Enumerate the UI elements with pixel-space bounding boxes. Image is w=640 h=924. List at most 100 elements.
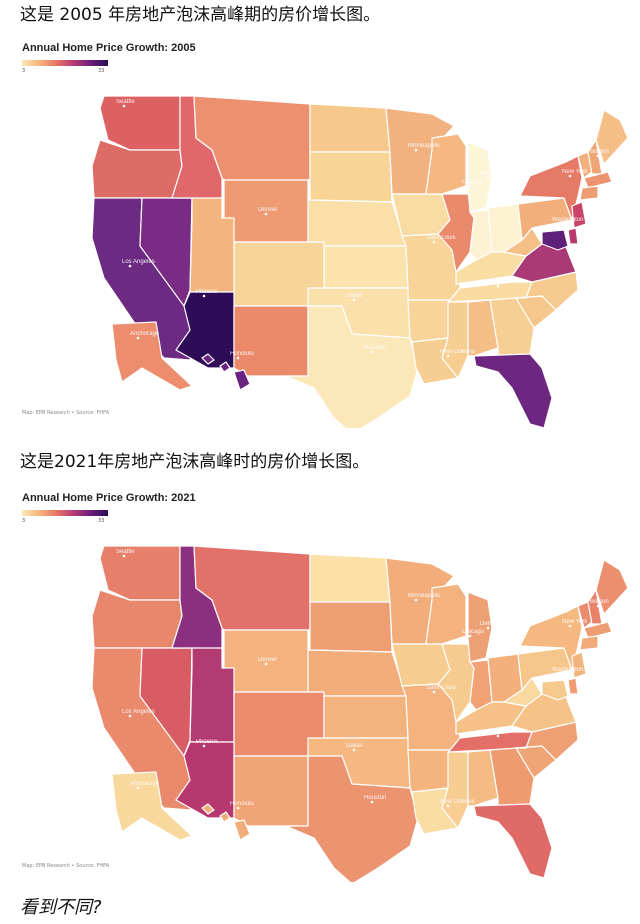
city-marker-honolulu [236,356,240,360]
city-marker-miami [558,818,562,822]
state-mi [467,591,493,663]
city-label-neworleans: New Orleans [440,349,475,355]
scale-min-label: 3 [22,68,26,74]
state-wa [99,95,181,151]
us-choropleth-map: Seattle Minneapolis Chicago Detroit Denver Sa… [91,545,628,882]
city-marker-newyork [568,624,572,628]
city-label-seattle: Seattle [116,99,135,105]
state-fl [473,353,553,428]
city-label-losangeles: Los Angeles [122,709,155,715]
city-marker-washington [558,222,562,226]
state-nc [515,721,579,761]
city-label-houston: Houston [364,795,386,801]
city-label-minneapolis: Minneapolis [408,593,440,599]
state-ny [519,605,583,671]
state-tx [285,755,419,882]
city-label-honolulu: Honolulu [230,351,254,357]
scale-min-label: 3 [22,518,26,524]
city-label-boston: Boston [590,599,609,605]
city-marker-seattle [122,104,126,108]
city-marker-denver [264,212,268,216]
city-marker-minneapolis [414,148,418,152]
city-label-boston: Boston [590,149,609,155]
state-wv [503,227,543,257]
state-me [595,559,628,615]
state-ak [111,771,193,841]
city-label-detroit: Detroit [480,171,498,177]
city-marker-stlouis [432,240,436,244]
city-label-washington: Washington [552,667,583,673]
state-sd [309,601,393,653]
city-marker-detroit [486,626,490,630]
map-title: Annual Home Price Growth: 2021 [22,492,196,504]
city-label-phoenix: Phoenix [196,739,218,745]
state-ny [519,155,583,221]
city-label-chicago: Chicago [462,179,485,185]
city-label-phoenix: Phoenix [196,289,218,295]
state-ar [407,749,451,793]
state-sd [309,151,393,203]
map-source-note: Map: EPB Research • Source: FHFA [22,863,110,869]
city-marker-denver [264,662,268,666]
city-label-seattle: Seattle [116,549,135,555]
city-marker-detroit [486,176,490,180]
second-caption: 这是2021年房地产泡沫高峰时的房价增长图。 [20,452,370,472]
city-label-stlouis: Saint Louis [426,685,456,691]
city-label-denver: Denver [258,657,277,663]
city-marker-phoenix [202,744,206,748]
state-ne [307,649,407,697]
state-de [567,677,579,695]
map-source-note: Map: EPB Research • Source: FHFA [22,410,110,416]
city-label-minneapolis: Minneapolis [408,143,440,149]
city-marker-anchorage [136,786,140,790]
city-label-newyork: New York [562,619,588,625]
city-marker-losangeles [128,714,132,718]
city-label-miami: Miami [552,363,568,369]
state-nm [233,755,309,827]
scale-max-label: 33 [98,68,105,74]
state-nm [233,305,309,377]
state-ks [323,695,409,739]
state-hi [201,803,251,841]
city-marker-houston [370,800,374,804]
city-marker-losangeles [128,264,132,268]
state-me [595,109,628,165]
city-label-atlanta: Atlanta [490,279,509,285]
city-label-dallas: Dallas [346,743,363,749]
city-marker-dallas [352,298,356,302]
first-caption: 这是 2005 年房地产泡沫高峰期的房价增长图。 [20,5,381,25]
state-de [567,227,579,245]
city-marker-anchorage [136,336,140,340]
state-wi [425,583,467,645]
state-az [175,741,235,819]
state-az [175,291,235,369]
state-ma [583,621,613,639]
closing-question: 看到不同? [20,897,102,918]
state-mi [467,141,493,213]
state-nj [571,651,587,679]
state-nj [571,201,587,229]
city-marker-dallas [352,748,356,752]
city-label-dallas: Dallas [346,293,363,299]
state-wi [425,133,467,195]
city-marker-boston [596,154,600,158]
city-marker-phoenix [202,294,206,298]
state-pa [517,197,573,241]
city-label-washington: Washington [552,217,583,223]
city-label-neworleans: New Orleans [440,799,475,805]
city-marker-chicago [468,184,472,188]
state-ks [323,245,409,289]
state-hi [201,353,251,391]
city-label-houston: Houston [364,345,386,351]
state-wa [99,545,181,601]
city-label-miami: Miami [552,813,568,819]
state-al [467,749,499,807]
city-label-detroit: Detroit [480,621,498,627]
city-label-losangeles: Los Angeles [122,259,155,265]
state-ma [583,171,613,189]
state-tx [285,305,419,428]
city-marker-stlouis [432,690,436,694]
state-md [541,229,569,251]
city-label-chicago: Chicago [462,629,485,635]
city-label-anchorage: Anchorage [130,331,160,337]
